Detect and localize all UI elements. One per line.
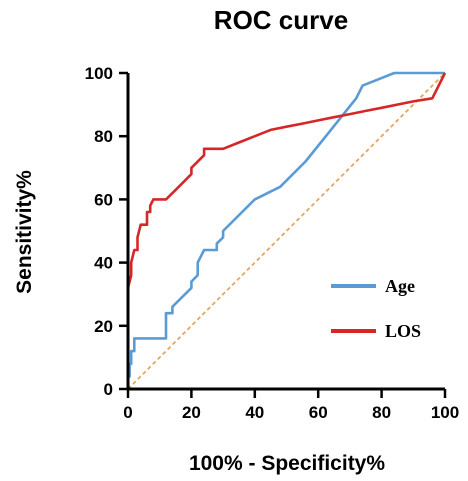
y-axis-label: Sensitivity% — [13, 170, 36, 294]
legend-age-label: Age — [385, 276, 415, 296]
y-tick-label: 40 — [94, 254, 113, 273]
x-ticks: 0 20 40 60 80 100 — [123, 389, 459, 422]
series-line-age — [126, 71, 445, 389]
legend: Age LOS — [331, 276, 421, 341]
y-tick-label: 80 — [94, 127, 113, 146]
x-tick-label: 80 — [372, 403, 391, 422]
series-line-los — [126, 72, 447, 389]
y-tick-label: 0 — [104, 380, 113, 399]
y-tick-label: 60 — [94, 190, 113, 209]
x-tick-label: 60 — [309, 403, 328, 422]
y-tick-label: 100 — [85, 64, 113, 83]
x-tick-label: 0 — [123, 403, 132, 422]
chart-title: ROC curve — [214, 5, 348, 35]
y-tick-label: 20 — [94, 317, 113, 336]
x-tick-label: 40 — [245, 403, 264, 422]
x-axis-label: 100% - Specificity% — [189, 452, 385, 475]
y-ticks: 0 20 40 60 80 100 — [85, 64, 128, 399]
legend-los-label: LOS — [385, 321, 421, 341]
plot-lines — [126, 71, 447, 390]
x-tick-label: 20 — [182, 403, 201, 422]
x-tick-label: 100 — [431, 403, 459, 422]
reference-diagonal-line — [127, 72, 446, 390]
